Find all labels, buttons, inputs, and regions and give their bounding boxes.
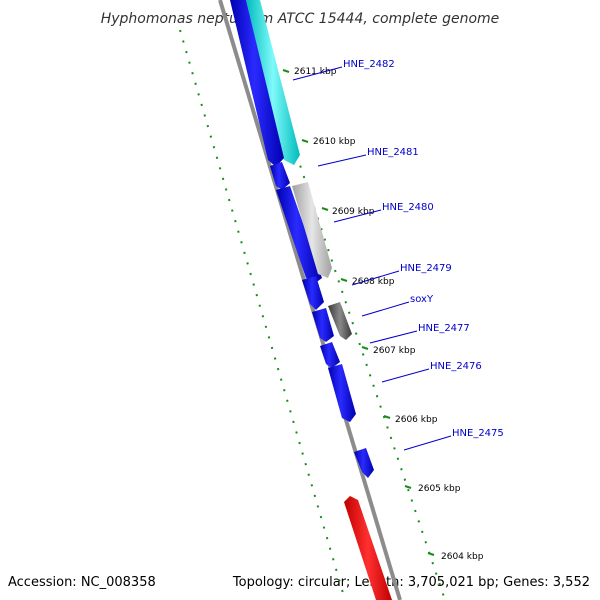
feature-hne-2479[interactable] — [302, 276, 324, 310]
leader-line — [381, 368, 430, 383]
gene-label-soxy[interactable]: soxY — [361, 294, 434, 317]
scale-tick-mark — [340, 278, 348, 282]
scale-tick-2604: 2604 kbp — [427, 552, 484, 562]
feature-hne-2477[interactable] — [312, 308, 334, 342]
scale-tick-mark — [361, 346, 369, 350]
scale-tick-mark — [383, 415, 391, 419]
feature-soxy[interactable] — [328, 302, 352, 340]
gene-label-hne-2480[interactable]: HNE_2480 — [333, 202, 434, 223]
scale-label: 2604 kbp — [441, 552, 484, 562]
feature-track — [230, 0, 392, 600]
feature-hne-2480[interactable] — [292, 182, 332, 278]
scale-label: 2610 kbp — [313, 137, 356, 147]
gene-label-text[interactable]: HNE_2476 — [430, 361, 482, 372]
gene-label-hne-2475[interactable]: HNE_2475 — [403, 428, 504, 451]
scale-label: 2605 kbp — [418, 484, 461, 494]
feature-hne-2476[interactable] — [328, 364, 356, 422]
scale-tick-2609: 2609 kbp — [321, 207, 375, 217]
gene-label-text[interactable]: HNE_2475 — [452, 428, 504, 439]
gene-label-text[interactable]: HNE_2477 — [418, 323, 470, 334]
scale-tick-2606: 2606 kbp — [383, 415, 438, 425]
gene-label-text[interactable]: HNE_2479 — [400, 263, 452, 274]
scale-label: 2611 kbp — [294, 67, 337, 77]
scale-tick-mark — [301, 139, 309, 143]
leader-line — [361, 301, 410, 317]
feature-hne-2477-b[interactable] — [320, 342, 340, 368]
gene-label-hne-2482[interactable]: HNE_2482 — [292, 59, 395, 81]
gene-label-text[interactable]: soxY — [410, 294, 434, 305]
gene-labels: HNE_2482 HNE_2481 HNE_2480 HNE_2479 soxY… — [292, 59, 504, 451]
leader-line — [333, 209, 382, 223]
scale-tick-2610: 2610 kbp — [301, 137, 356, 147]
gene-label-text[interactable]: HNE_2480 — [382, 202, 434, 213]
feature-hne-2482[interactable] — [246, 0, 300, 165]
leader-line — [351, 270, 400, 286]
feature-hne-2481[interactable] — [270, 162, 290, 190]
scale-tick-2607: 2607 kbp — [361, 346, 416, 356]
scale-labels: 2611 kbp 2610 kbp 2609 kbp 2608 kbp 2607… — [282, 67, 484, 562]
map-title: Hyphomonas neptunium ATCC 15444, complet… — [101, 11, 500, 27]
scale-label: 2608 kbp — [352, 277, 395, 287]
gene-label-hne-2476[interactable]: HNE_2476 — [381, 361, 482, 383]
leader-line — [292, 66, 343, 81]
gene-label-hne-2481[interactable]: HNE_2481 — [317, 147, 419, 167]
genome-summary: Topology: circular; Length: 3,705,021 bp… — [232, 575, 590, 590]
gene-label-hne-2477[interactable]: HNE_2477 — [369, 323, 470, 344]
scale-tick-2608: 2608 kbp — [340, 277, 395, 287]
gene-label-text[interactable]: HNE_2481 — [367, 147, 419, 158]
scale-tick-mark — [282, 69, 290, 73]
feature-hne-2475[interactable] — [354, 448, 374, 478]
accession-label: Accession: NC_008358 — [8, 575, 156, 590]
scale-label: 2607 kbp — [373, 346, 416, 356]
feature-red[interactable] — [344, 496, 392, 600]
feature-hne-2480-blue[interactable] — [276, 186, 322, 284]
feature-blue-large[interactable] — [230, 0, 284, 167]
scale-label: 2609 kbp — [332, 207, 375, 217]
gene-label-hne-2479[interactable]: HNE_2479 — [351, 263, 452, 286]
scale-label: 2606 kbp — [395, 415, 438, 425]
leader-line — [317, 154, 367, 167]
scale-tick-mark — [321, 207, 329, 211]
scale-tick-mark — [404, 485, 412, 489]
leader-line — [403, 435, 452, 451]
leader-line — [369, 330, 418, 344]
scale-tick-2611: 2611 kbp — [282, 67, 337, 77]
scale-tick-2605: 2605 kbp — [404, 484, 461, 494]
gene-label-text[interactable]: HNE_2482 — [343, 59, 395, 70]
scale-tick-mark — [427, 552, 435, 556]
